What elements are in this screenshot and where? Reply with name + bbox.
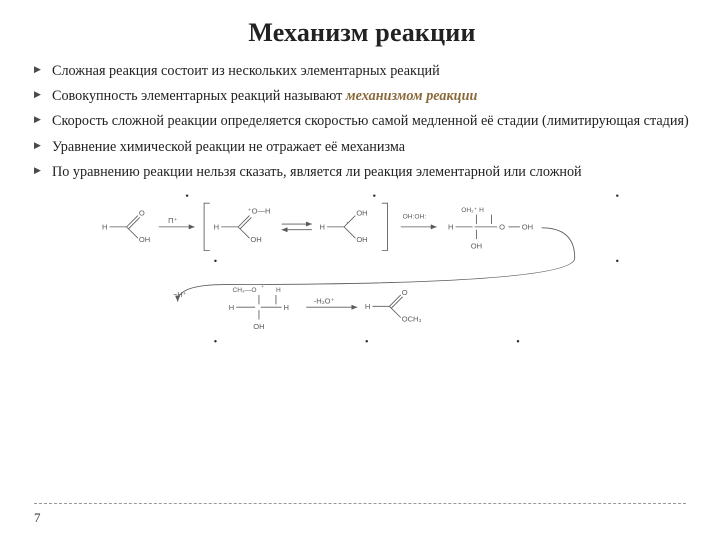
svg-text:⁺: ⁺ bbox=[261, 284, 265, 291]
svg-text:O: O bbox=[402, 288, 408, 297]
svg-text:OH: OH bbox=[356, 208, 367, 217]
svg-text:O: O bbox=[139, 208, 145, 217]
svg-text:O: O bbox=[499, 223, 505, 232]
bullet-item: Сложная реакция состоит из нескольких эл… bbox=[34, 62, 690, 81]
bullet-item: Скорость сложной реакции определяется ск… bbox=[34, 112, 690, 131]
mechanism-svg: H O OH П⁺ H ⁺O—H bbox=[82, 190, 642, 346]
svg-text:OH₂⁺ H: OH₂⁺ H bbox=[461, 207, 484, 214]
svg-text:H: H bbox=[214, 223, 219, 232]
svg-text:H: H bbox=[284, 303, 289, 312]
svg-text:H: H bbox=[276, 287, 281, 294]
svg-text:H: H bbox=[448, 223, 453, 232]
svg-text:~H⁺: ~H⁺ bbox=[173, 290, 187, 299]
svg-text:-H₂O⁺: -H₂O⁺ bbox=[314, 296, 335, 305]
svg-text:⁺: ⁺ bbox=[346, 221, 350, 228]
svg-text:⁺O—H: ⁺O—H bbox=[248, 206, 271, 215]
svg-text:OH: OH bbox=[522, 223, 533, 232]
svg-text:OH: OH bbox=[356, 235, 367, 244]
bullet-emphasis: механизмом реакции bbox=[346, 88, 477, 104]
bullet-text: Сложная реакция состоит из нескольких эл… bbox=[52, 63, 440, 79]
svg-text:OCH₃: OCH₃ bbox=[402, 314, 422, 323]
bullet-item: Совокупность элементарных реакций называ… bbox=[34, 87, 690, 106]
mechanism-diagram: H O OH П⁺ H ⁺O—H bbox=[34, 190, 690, 346]
svg-text:H: H bbox=[365, 302, 370, 311]
page-number: 7 bbox=[34, 510, 686, 526]
svg-text:H: H bbox=[229, 303, 234, 312]
slide-footer: 7 bbox=[34, 503, 686, 526]
bullet-text: Скорость сложной реакции определяется ск… bbox=[52, 113, 689, 129]
svg-text:OH: OH bbox=[471, 241, 482, 250]
bullet-item: Уравнение химической реакции не отражает… bbox=[34, 138, 690, 157]
bullet-list: Сложная реакция состоит из нескольких эл… bbox=[34, 62, 690, 182]
bullet-text: Уравнение химической реакции не отражает… bbox=[52, 139, 405, 155]
bullet-text: По уравнению реакции нельзя сказать, явл… bbox=[52, 164, 582, 180]
svg-text:CH₃—O: CH₃—O bbox=[232, 287, 256, 294]
slide-root: Механизм реакции Сложная реакция состоит… bbox=[0, 0, 720, 540]
svg-text:OH: OH bbox=[250, 235, 261, 244]
slide-title: Механизм реакции bbox=[34, 18, 690, 48]
bullet-item: По уравнению реакции нельзя сказать, явл… bbox=[34, 163, 690, 182]
footer-divider bbox=[34, 503, 686, 504]
svg-text:OH:OH:: OH:OH: bbox=[403, 213, 427, 220]
svg-text:OH: OH bbox=[253, 322, 264, 331]
arrow-label: П⁺ bbox=[168, 216, 177, 225]
bullet-text: Совокупность элементарных реакций называ… bbox=[52, 88, 346, 104]
svg-text:H: H bbox=[319, 223, 324, 232]
svg-text:H: H bbox=[102, 223, 107, 232]
svg-text:OH: OH bbox=[139, 235, 150, 244]
